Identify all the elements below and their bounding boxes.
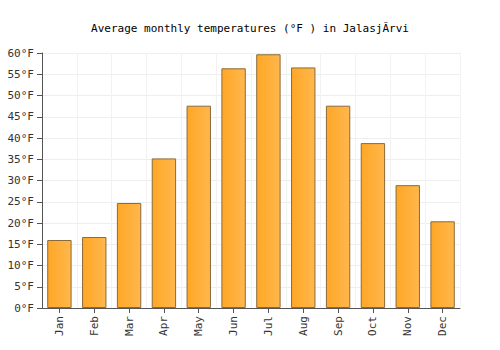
svg-text:Sep: Sep	[332, 316, 345, 336]
svg-text:Dec: Dec	[436, 316, 449, 336]
svg-text:40°F: 40°F	[8, 132, 35, 145]
svg-text:0°F: 0°F	[14, 302, 34, 315]
svg-text:Mar: Mar	[123, 316, 136, 336]
svg-text:25°F: 25°F	[8, 195, 35, 208]
svg-text:Average monthly temperatures (: Average monthly temperatures (°F ) in Ja…	[91, 22, 409, 35]
svg-text:Apr: Apr	[157, 316, 170, 336]
svg-text:May: May	[192, 316, 205, 336]
svg-text:5°F: 5°F	[14, 280, 34, 293]
svg-text:20°F: 20°F	[8, 217, 35, 230]
svg-text:15°F: 15°F	[8, 238, 35, 251]
svg-text:10°F: 10°F	[8, 259, 35, 272]
svg-text:Nov: Nov	[401, 316, 414, 336]
svg-text:50°F: 50°F	[8, 89, 35, 102]
svg-text:Feb: Feb	[88, 316, 101, 336]
svg-text:30°F: 30°F	[8, 174, 35, 187]
svg-text:Oct: Oct	[366, 316, 379, 336]
svg-text:55°F: 55°F	[8, 68, 35, 81]
svg-text:35°F: 35°F	[8, 153, 35, 166]
svg-text:Jan: Jan	[53, 316, 66, 336]
svg-text:45°F: 45°F	[8, 110, 35, 123]
svg-text:Jul: Jul	[262, 316, 275, 336]
svg-text:Jun: Jun	[227, 316, 240, 336]
svg-text:Aug: Aug	[297, 316, 310, 336]
svg-text:60°F: 60°F	[8, 47, 35, 60]
